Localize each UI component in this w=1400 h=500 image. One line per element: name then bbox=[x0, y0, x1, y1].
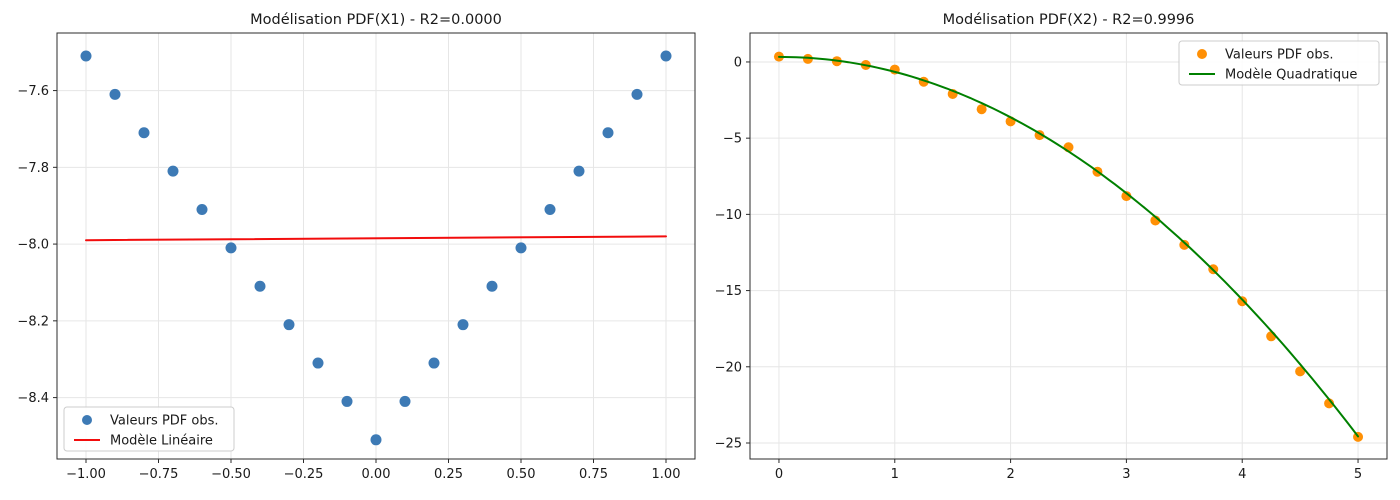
scatter-point bbox=[254, 280, 266, 292]
x-tick-label: −0.25 bbox=[284, 467, 324, 482]
scatter-point bbox=[1266, 331, 1277, 342]
x-tick-label: 0.00 bbox=[362, 467, 391, 482]
scatter-point bbox=[399, 395, 411, 407]
x-tick-label: 2 bbox=[1006, 467, 1014, 482]
scatter-point bbox=[1295, 366, 1306, 377]
x-tick-label: 0 bbox=[775, 467, 783, 482]
scatter-point bbox=[486, 280, 498, 292]
scatter-point bbox=[138, 127, 150, 139]
y-tick-label: −25 bbox=[715, 436, 742, 451]
scatter-point bbox=[196, 204, 208, 216]
x-tick-label: 0.25 bbox=[434, 467, 463, 482]
y-tick-label: −5 bbox=[723, 132, 742, 147]
scatter-point bbox=[573, 165, 585, 177]
scatter-point bbox=[428, 357, 440, 369]
legend-label: Modèle Quadratique bbox=[1225, 68, 1357, 83]
y-tick-label: 0 bbox=[734, 55, 742, 70]
y-tick-label: −15 bbox=[715, 284, 742, 299]
scatter-point bbox=[660, 50, 672, 62]
scatter-point bbox=[544, 204, 556, 216]
scatter-point bbox=[1324, 398, 1335, 409]
scatter-point bbox=[602, 127, 614, 139]
model-line bbox=[85, 235, 667, 242]
y-tick-label: −10 bbox=[715, 208, 742, 223]
legend-box bbox=[1178, 40, 1380, 86]
scatter-point bbox=[225, 242, 237, 254]
scatter-point bbox=[457, 319, 469, 331]
chart-title-left: Modélisation PDF(X1) - R2=0.0000 bbox=[250, 12, 502, 28]
scatter-point bbox=[80, 50, 92, 62]
scatter-point bbox=[312, 357, 324, 369]
chart-title-right: Modélisation PDF(X2) - R2=0.9996 bbox=[942, 12, 1195, 28]
axes-frame bbox=[749, 32, 1388, 460]
x-tick-label: 0.75 bbox=[579, 467, 608, 482]
y-tick-label: −8.4 bbox=[17, 391, 49, 406]
y-tick-label: −7.8 bbox=[17, 161, 49, 176]
x-tick-label: −0.50 bbox=[211, 467, 251, 482]
scatter-point bbox=[1179, 239, 1190, 250]
scatter-point bbox=[976, 104, 987, 115]
x-tick-label: 0.50 bbox=[507, 467, 536, 482]
legend-marker-dot bbox=[1197, 49, 1207, 59]
x-tick-label: 4 bbox=[1238, 467, 1246, 482]
y-tick-label: −7.6 bbox=[17, 84, 49, 99]
scatter-point bbox=[370, 434, 382, 446]
scatter-point bbox=[283, 319, 295, 331]
legend-box bbox=[63, 406, 235, 452]
y-tick-label: −8.2 bbox=[17, 314, 49, 329]
model-line bbox=[778, 55, 1359, 438]
x-tick-label: 5 bbox=[1354, 467, 1362, 482]
scatter-point bbox=[167, 165, 179, 177]
x-tick-label: 1.00 bbox=[652, 467, 681, 482]
scatter-point bbox=[341, 395, 353, 407]
y-tick-label: −20 bbox=[715, 360, 742, 375]
scatter-point bbox=[1121, 191, 1132, 202]
x-tick-label: −1.00 bbox=[66, 467, 106, 482]
legend-label: Valeurs PDF obs. bbox=[110, 414, 219, 429]
scatter-point bbox=[631, 88, 643, 100]
x-tick-label: 1 bbox=[891, 467, 899, 482]
y-tick-label: −8.0 bbox=[17, 238, 49, 253]
scatter-point bbox=[1237, 296, 1248, 307]
scatter-point bbox=[109, 88, 121, 100]
legend-label: Modèle Linéaire bbox=[110, 434, 213, 449]
x-tick-label: 3 bbox=[1122, 467, 1130, 482]
legend-marker-dot bbox=[82, 415, 92, 425]
x-tick-label: −0.75 bbox=[139, 467, 179, 482]
scatter-point bbox=[802, 53, 813, 64]
legend-label: Valeurs PDF obs. bbox=[1225, 48, 1334, 63]
scatter-point bbox=[515, 242, 527, 254]
